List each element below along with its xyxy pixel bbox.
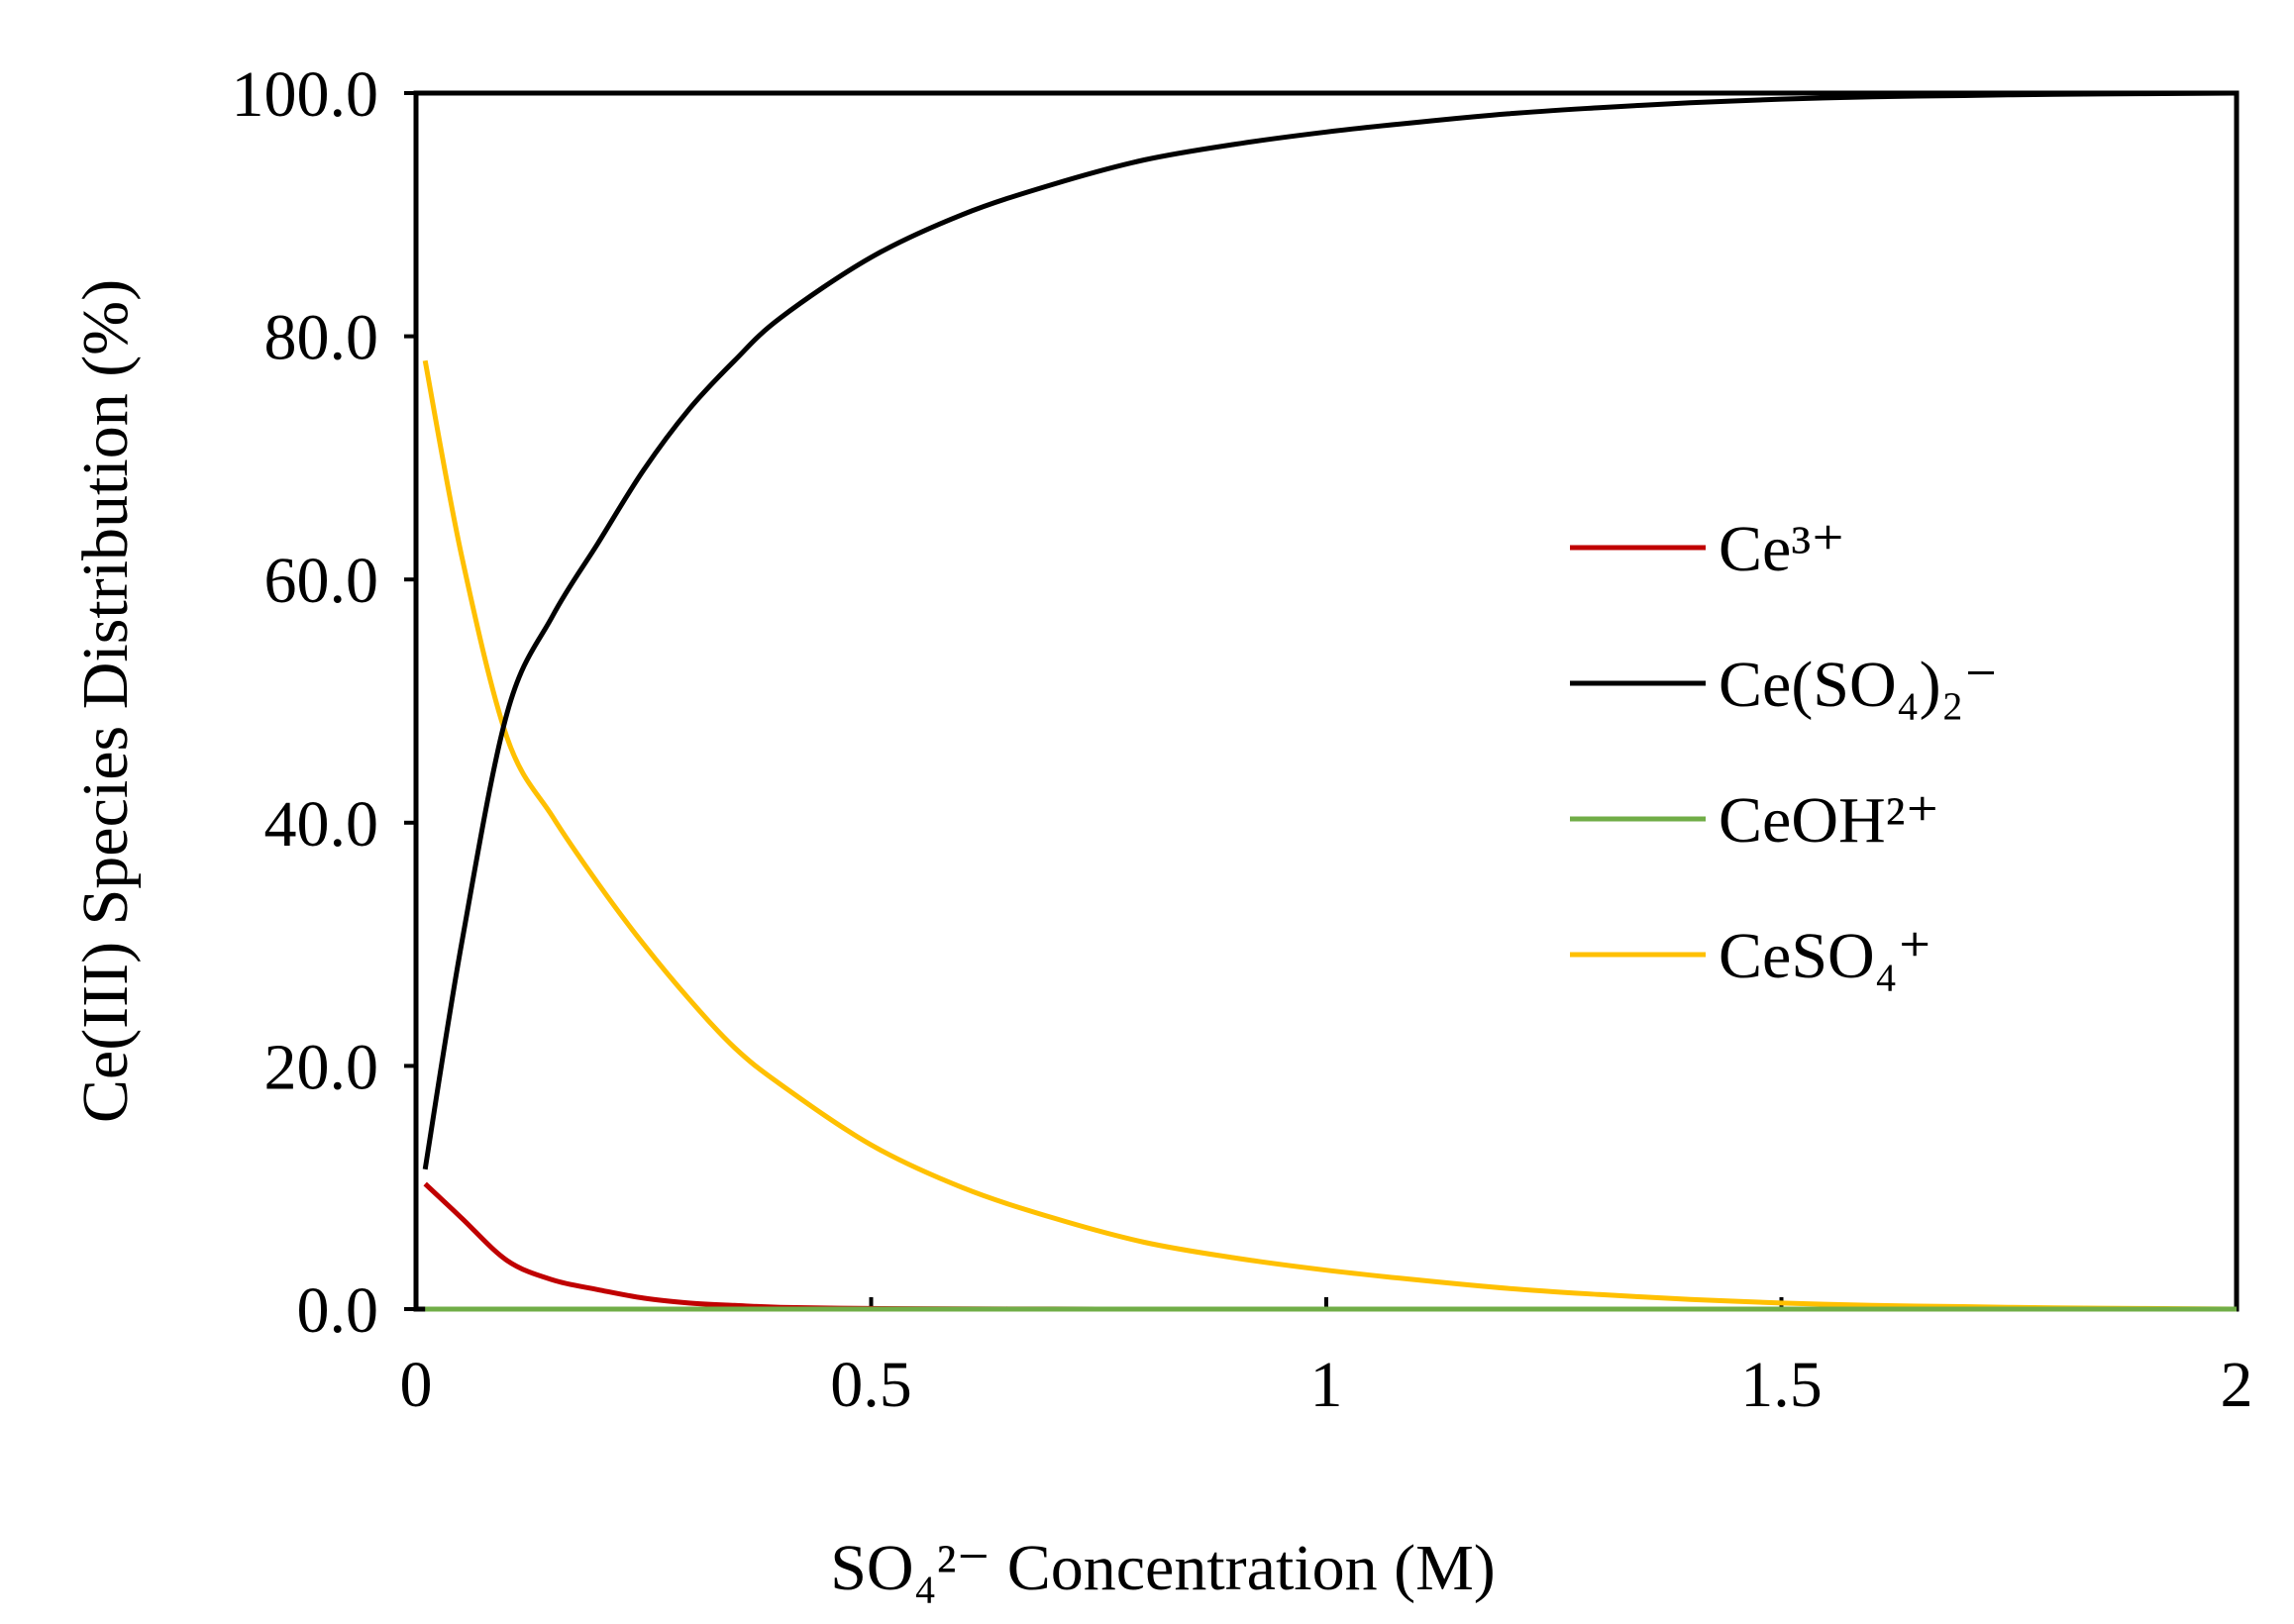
x-tick-label: 2 bbox=[2221, 1349, 2253, 1421]
y-tick-label: 100.0 bbox=[232, 58, 379, 131]
x-tick-label: 1.5 bbox=[1740, 1349, 1823, 1421]
x-axis-title: SO₄²⁻ Concentration (M) bbox=[830, 1532, 1496, 1604]
legend-label: CeOH²⁺ bbox=[1719, 784, 1939, 857]
y-tick-label: 20.0 bbox=[264, 1031, 379, 1103]
x-tick-label: 0 bbox=[400, 1349, 433, 1421]
legend: Ce³⁺ Ce(SO₄)₂⁻ CeOH²⁺ CeSO₄⁺ bbox=[1570, 513, 1999, 992]
x-tick-label: 1 bbox=[1310, 1349, 1343, 1421]
series-line-1 bbox=[422, 90, 2238, 1170]
x-axis-tick-labels: 0 0.5 1 1.5 2 bbox=[400, 1349, 2253, 1421]
y-axis-title: Ce(III) Species Distribution (%) bbox=[69, 279, 142, 1123]
legend-label: Ce(SO₄)₂⁻ bbox=[1719, 649, 1999, 721]
series-line-0 bbox=[423, 1181, 2237, 1312]
series-lines bbox=[422, 90, 2238, 1312]
y-tick-label: 60.0 bbox=[264, 545, 379, 617]
y-tick-label: 0.0 bbox=[297, 1274, 379, 1347]
series-line-3 bbox=[422, 359, 2238, 1312]
legend-label: CeSO₄⁺ bbox=[1719, 920, 1932, 992]
legend-label: Ce³⁺ bbox=[1719, 513, 1845, 585]
y-tick-label: 80.0 bbox=[264, 302, 379, 374]
y-tick-label: 40.0 bbox=[264, 788, 379, 861]
x-tick-label: 0.5 bbox=[830, 1349, 912, 1421]
y-axis-tick-labels: 0.0 20.0 40.0 60.0 80.0 100.0 bbox=[232, 58, 379, 1347]
